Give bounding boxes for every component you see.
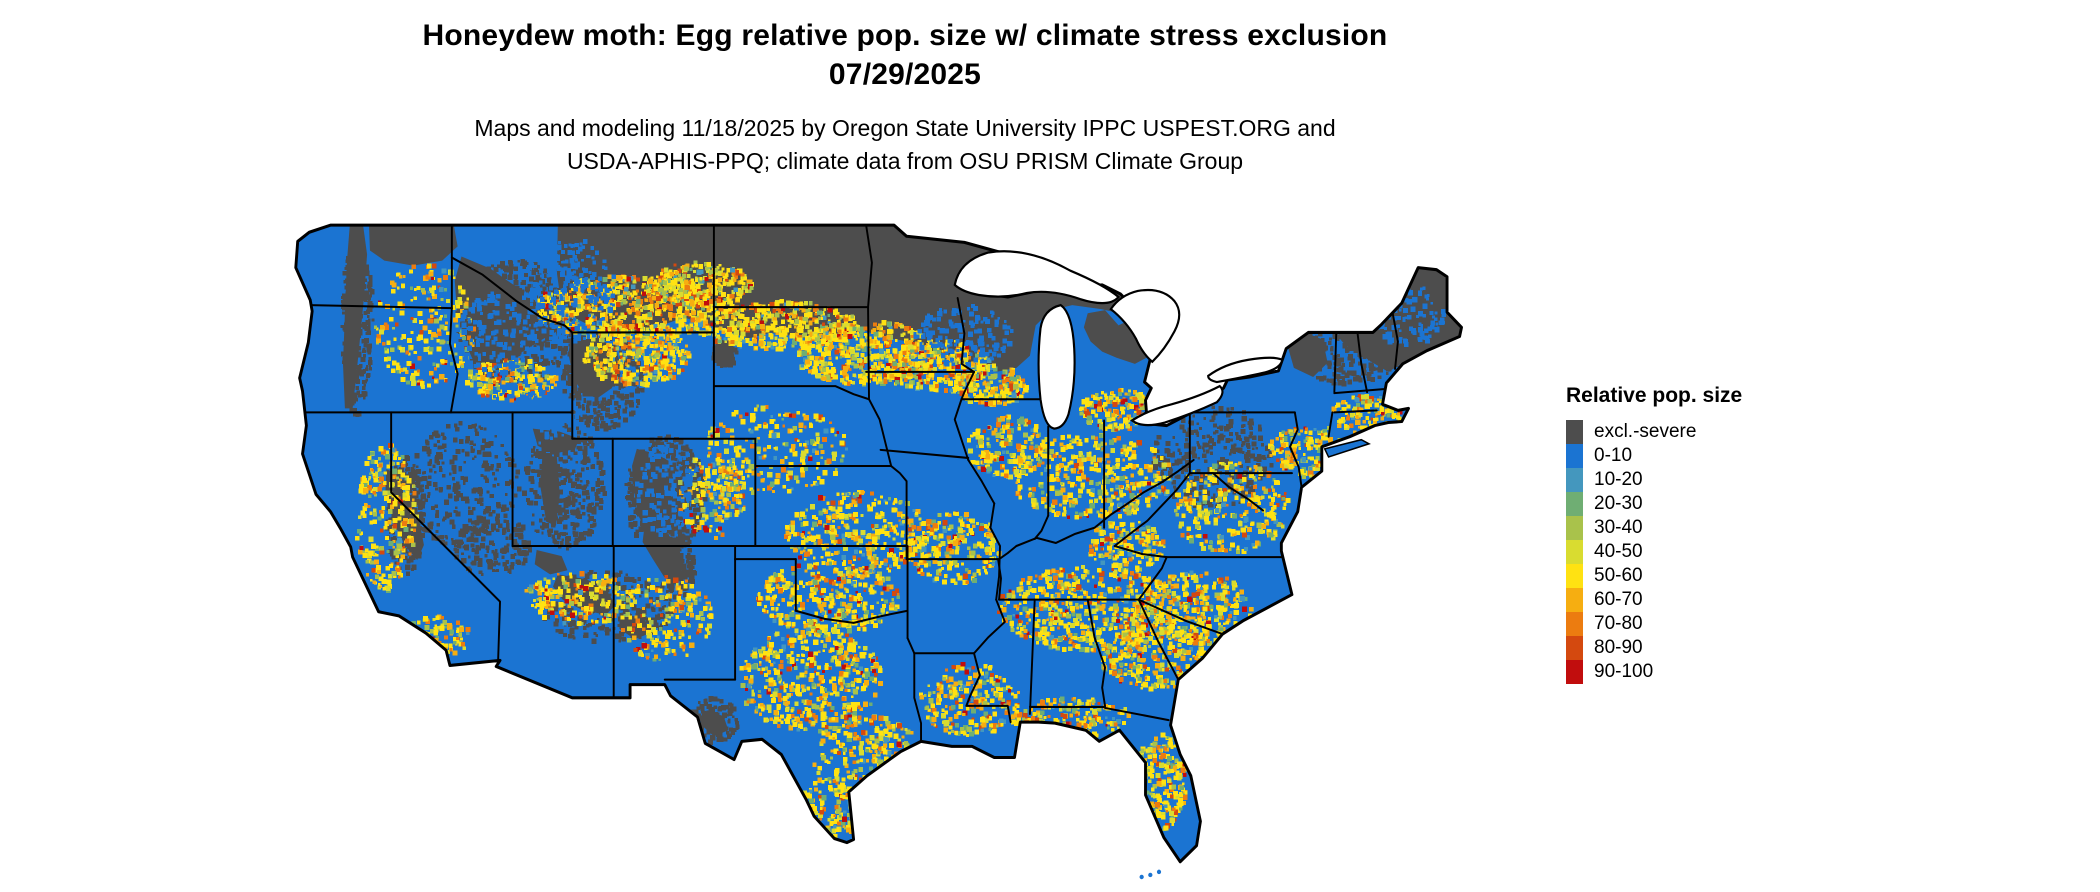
legend-swatch-40-50 [1566,540,1583,564]
legend-swatch-20-30 [1566,492,1583,516]
legend-item: 90-100 [1566,660,1742,684]
legend-swatch-10-20 [1566,468,1583,492]
credit-line-2: USDA-APHIS-PPQ; climate data from OSU PR… [566,148,1244,175]
legend-title: Relative pop. size [1566,384,1743,407]
legend-item: 60-70 [1566,588,1742,612]
legend-item: 70-80 [1566,612,1742,636]
legend-item: 10-20 [1566,468,1742,492]
legend-swatch-0-10 [1566,444,1583,468]
florida-keys-dot [1139,874,1144,880]
map-credits: Maps and modeling 11/18/2025 by Oregon S… [0,112,1810,179]
map-title: Honeydew moth: Egg relative pop. size w/… [422,19,1388,52]
us-map-svg [294,223,1463,880]
legend-item: excl.-severe [1566,420,1742,444]
legend-label: 30-40 [1594,517,1643,538]
florida-keys-dot [1148,872,1153,878]
us-map [290,212,1475,880]
legend-label: 60-70 [1594,589,1643,610]
legend: Relative pop. size excl.-severe 0-10 10-20… [1566,384,1742,684]
legend-item: 0-10 [1566,444,1742,468]
legend-label: 90-100 [1594,661,1654,682]
legend-label: 0-10 [1594,445,1633,466]
florida-keys-dot [1156,869,1162,875]
map-date: 07/29/2025 [828,58,982,91]
legend-swatch-60-70 [1566,588,1583,612]
legend-label: 10-20 [1594,469,1643,490]
legend-label: 70-80 [1594,613,1643,634]
legend-swatch-30-40 [1566,516,1583,540]
legend-label: 80-90 [1594,637,1643,658]
great-lakes [953,250,1284,430]
map-paint-layer [295,225,1462,862]
legend-label: 50-60 [1594,565,1643,586]
legend-label: 20-30 [1594,493,1643,514]
legend-item: 40-50 [1566,540,1742,564]
legend-item: 50-60 [1566,564,1742,588]
legend-item: 20-30 [1566,492,1742,516]
credit-line-1: Maps and modeling 11/18/2025 by Oregon S… [474,115,1336,141]
map-raster-speckle [340,233,1447,842]
long-island [1323,438,1371,458]
legend-label: 40-50 [1594,541,1643,562]
legend-swatch-90-100 [1566,660,1583,684]
legend-swatch-50-60 [1566,564,1583,588]
legend-item: 30-40 [1566,516,1742,540]
title-block: Honeydew moth: Egg relative pop. size w/… [0,16,1810,179]
legend-item: 80-90 [1566,636,1742,660]
legend-swatch-70-80 [1566,612,1583,636]
state-borders [303,225,1399,743]
legend-items: excl.-severe 0-10 10-20 20-30 30-40 40-50 50-6… [1566,420,1742,684]
legend-swatch-excl.-severe [1566,420,1583,444]
legend-swatch-80-90 [1566,636,1583,660]
country-outline [294,223,1463,864]
legend-label: excl.-severe [1594,421,1697,442]
